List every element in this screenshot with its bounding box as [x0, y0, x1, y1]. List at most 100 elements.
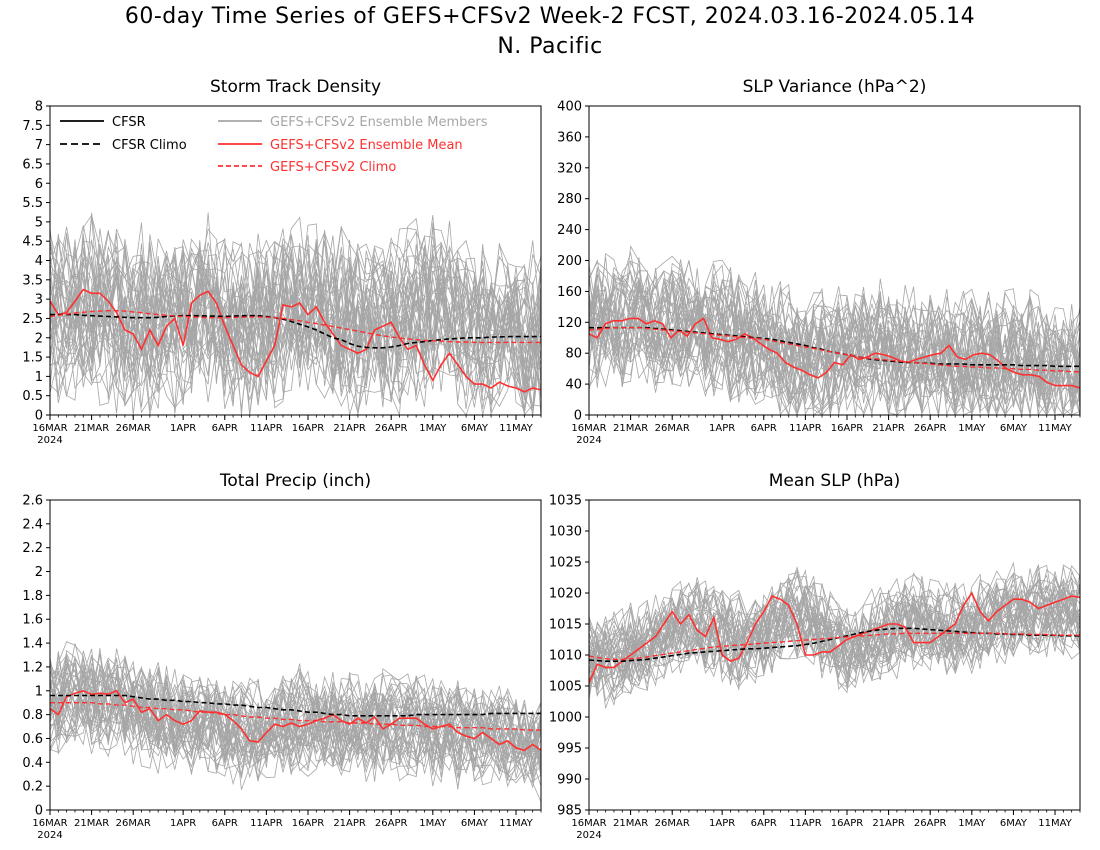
x-year-label: 2024	[576, 435, 601, 446]
y-tick-label: 1030	[549, 525, 582, 540]
x-tick-label: 26MAR	[116, 818, 151, 829]
member-line	[589, 585, 1080, 692]
gefs-climo-line	[50, 310, 541, 344]
x-tick-label: 26APR	[914, 818, 947, 829]
x-tick-label: 16APR	[292, 423, 325, 434]
chart-panel-4: Mean SLP (hPa) 985 990 995 1000 1005 1010 1015 1…	[549, 471, 1081, 841]
x-tick-label: 6MAY	[461, 818, 489, 829]
member-line	[589, 260, 1080, 388]
y-axis: 0 0.2 0.4 0.6 0.8 1 1.2 1.4 1.6 1.8 2 2.2 2.4 2.6	[22, 494, 50, 819]
member-line	[50, 242, 541, 395]
y-tick-label: 280	[557, 192, 582, 207]
y-tick-label: 1.5	[22, 351, 43, 366]
x-tick-label: 6APR	[212, 423, 238, 434]
y-tick-label: 0	[35, 409, 43, 424]
x-tick-label: 11APR	[250, 818, 283, 829]
x-tick-label: 1APR	[709, 423, 735, 434]
y-tick-label: 2.2	[22, 541, 43, 556]
gefs-climo-line	[589, 632, 1080, 660]
panel-title: Mean SLP (hPa)	[769, 471, 901, 491]
x-tick-label: 21MAR	[613, 818, 648, 829]
member-line	[50, 664, 541, 767]
y-tick-label: 1010	[549, 649, 582, 664]
member-line	[589, 302, 1080, 415]
x-tick-label: 21APR	[333, 423, 366, 434]
y-tick-label: 0	[574, 409, 582, 424]
member-line	[589, 563, 1080, 677]
x-tick-label: 21MAR	[613, 423, 648, 434]
x-tick-label: 26MAR	[655, 818, 690, 829]
member-line	[589, 576, 1080, 669]
y-tick-label: 1.4	[22, 637, 43, 652]
x-tick-label: 6MAY	[1000, 818, 1028, 829]
y-tick-label: 80	[565, 347, 582, 362]
y-tick-label: 8	[35, 100, 43, 115]
y-tick-label: 5	[35, 215, 43, 230]
member-line	[50, 212, 541, 356]
x-tick-label: 1APR	[709, 818, 735, 829]
x-tick-label: 16APR	[831, 423, 864, 434]
x-tick-label: 16MAR	[571, 423, 606, 434]
x-tick-label: 21APR	[872, 818, 905, 829]
y-tick-label: 6.5	[22, 157, 43, 172]
chart-panel-1: Storm Track Density 0 0.5 1 1.5 2 2.5 3 3.5 4 4.5 5…	[22, 77, 542, 446]
y-tick-label: 0.5	[22, 389, 43, 404]
y-tick-label: 2.5	[22, 312, 43, 327]
member-line	[589, 286, 1080, 415]
y-tick-label: 0	[35, 804, 43, 819]
member-line	[50, 276, 541, 415]
member-line	[50, 252, 541, 387]
y-tick-label: 995	[557, 742, 582, 757]
x-year-label: 2024	[576, 830, 601, 841]
x-tick-label: 26APR	[375, 818, 408, 829]
x-tick-label: 1MAY	[419, 818, 447, 829]
x-tick-label: 6APR	[751, 818, 777, 829]
member-line	[589, 569, 1080, 674]
ensemble-mean-line	[589, 317, 1080, 389]
legend-climo-label: GEFS+CFSv2 Climo	[270, 160, 396, 175]
y-tick-label: 985	[557, 804, 582, 819]
member-line	[50, 662, 541, 780]
ensemble-mean-line	[589, 591, 1080, 684]
y-tick-label: 3	[35, 293, 43, 308]
cfsr-climo-line	[50, 313, 541, 349]
x-tick-label: 11APR	[250, 423, 283, 434]
x-tick-label: 26APR	[914, 423, 947, 434]
x-tick-label: 21MAR	[74, 818, 109, 829]
y-tick-label: 0.2	[22, 780, 43, 795]
x-tick-label: 6APR	[212, 818, 238, 829]
x-tick-label: 11APR	[789, 818, 822, 829]
x-tick-label: 1MAY	[958, 818, 986, 829]
y-tick-label: 1025	[549, 556, 582, 571]
y-tick-label: 1.6	[22, 613, 43, 628]
y-tick-label: 1.8	[22, 589, 43, 604]
chart-panel-3: Total Precip (inch) 0 0.2 0.4 0.6 0.8 1 1.2 1.4 1…	[22, 471, 542, 841]
y-tick-label: 160	[557, 285, 582, 300]
x-tick-label: 11MAY	[499, 818, 533, 829]
panel-title: SLP Variance (hPa^2)	[743, 77, 927, 97]
member-line	[50, 263, 541, 407]
y-tick-label: 5.5	[22, 196, 43, 211]
member-line	[50, 643, 541, 766]
y-tick-label: 240	[557, 223, 582, 238]
y-axis: 0 40 80 120 160 200 240 280 320 360 400	[557, 100, 589, 424]
x-tick-label: 6APR	[751, 423, 777, 434]
legend: CFSR CFSR Climo GEFS+CFSv2 Ensemble Member…	[60, 115, 488, 175]
y-tick-label: 2.4	[22, 517, 43, 532]
y-tick-label: 0.6	[22, 732, 43, 747]
y-tick-label: 120	[557, 316, 582, 331]
x-tick-label: 1APR	[170, 818, 196, 829]
cfsr-climo-line	[589, 326, 1080, 368]
x-tick-label: 16MAR	[32, 818, 67, 829]
y-axis: 985 990 995 1000 1005 1010 1015 1020 1025 1030 103…	[549, 494, 589, 819]
y-tick-label: 400	[557, 100, 582, 115]
x-tick-label: 11APR	[789, 423, 822, 434]
x-tick-label: 11MAY	[499, 423, 533, 434]
panel-title: Storm Track Density	[210, 77, 381, 97]
member-line	[589, 270, 1080, 395]
y-tick-label: 360	[557, 130, 582, 145]
y-tick-label: 200	[557, 254, 582, 269]
member-line	[589, 591, 1080, 687]
y-tick-label: 0.4	[22, 756, 43, 771]
